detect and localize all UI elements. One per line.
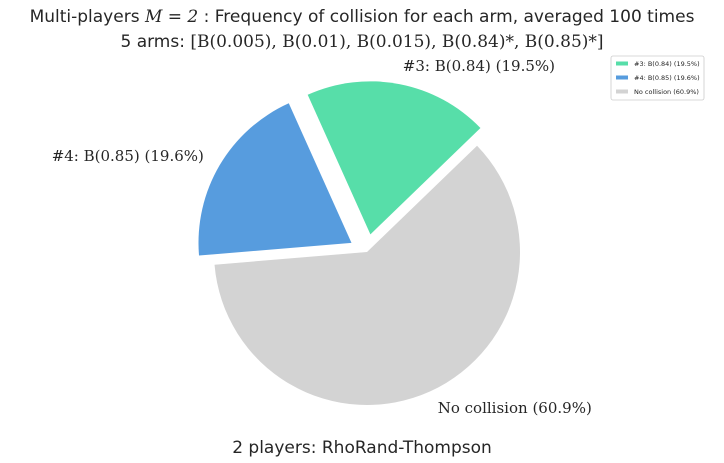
chart-title-math: M = 2 [144,7,198,27]
legend: #3: B(0.84) (19.5%) #4: B(0.85) (19.6%) No… [610,55,705,101]
slice-label-name: No collision [438,399,533,417]
legend-label-3: No collision (60.9%) [634,88,699,96]
chart-subtitle-prefix: 5 arms: [120,32,190,52]
slice-label-name: #4: B(0.85) [52,147,145,165]
legend-swatch-1 [616,61,628,66]
pie-slice-1 [307,81,481,235]
pie-labels: #3: B(0.84) (19.5%) #4: B(0.85) (19.6%) No… [52,57,592,417]
slice-label-percent: (19.5%) [496,57,555,75]
legend-swatch-2 [616,75,628,80]
slice-label-3: No collision (60.9%) [438,399,592,417]
legend-label-1: #3: B(0.84) (19.5%) [634,60,700,68]
chart-title-prefix: Multi-players [30,7,145,27]
slice-label-percent: (19.6%) [145,147,204,165]
pie-slices [198,81,521,405]
pie-slice-3 [214,145,521,405]
chart-title: Multi-players M = 2 : Frequency of colli… [30,7,695,27]
legend-swatch-3 [616,89,628,94]
slice-label-1: #3: B(0.84) (19.5%) [403,57,555,75]
x-axis-label: 2 players: RhoRand-Thompson [232,438,492,458]
chart-title-suffix: : Frequency of collision for each arm, a… [198,7,694,27]
pie-slice-2 [198,103,352,256]
chart-subtitle-math: [B(0.005), B(0.01), B(0.015), B(0.84)*, … [190,32,603,52]
slice-label-percent: (60.9%) [532,399,591,417]
chart-subtitle: 5 arms: [B(0.005), B(0.01), B(0.015), B(… [120,32,603,52]
legend-label-2: #4: B(0.85) (19.6%) [634,74,700,82]
legend-frame [610,55,705,101]
slice-label-2: #4: B(0.85) (19.6%) [52,147,204,165]
slice-label-name: #3: B(0.84) [403,57,496,75]
